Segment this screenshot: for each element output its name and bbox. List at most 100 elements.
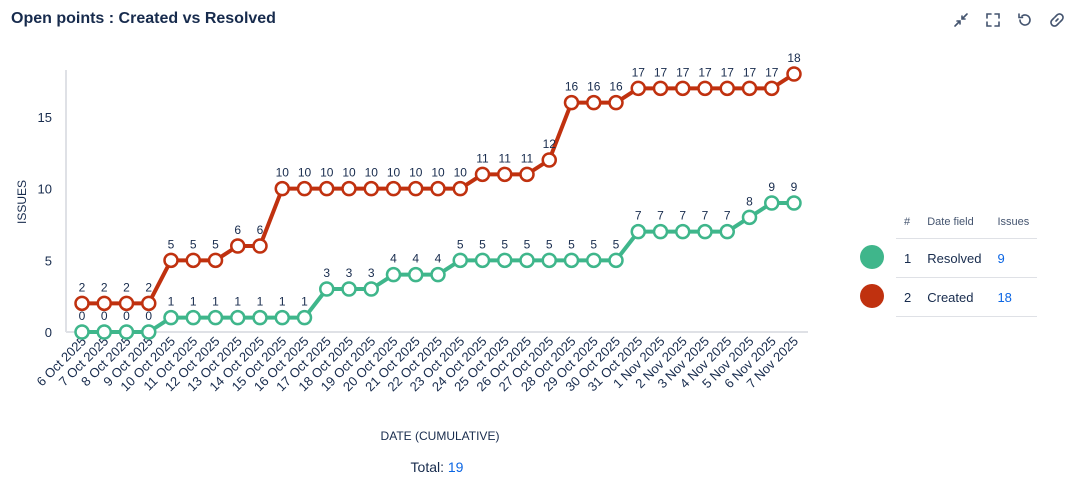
refresh-icon[interactable] <box>1014 9 1036 31</box>
data-point-resolved <box>74 324 90 340</box>
data-label-created: 11 <box>499 151 512 165</box>
data-label-resolved: 7 <box>702 209 709 223</box>
data-point-created <box>741 80 758 97</box>
data-point-resolved <box>452 252 468 269</box>
data-label-resolved: 0 <box>123 309 130 323</box>
data-point-created <box>764 80 780 97</box>
data-point-resolved <box>96 324 112 340</box>
data-label-resolved: 7 <box>657 209 664 223</box>
legend-index: 1 <box>896 238 920 278</box>
data-label-created: 11 <box>476 151 489 165</box>
data-label-resolved: 1 <box>234 295 241 309</box>
minimize-icon[interactable] <box>950 9 972 31</box>
legend-field: Resolved <box>919 238 990 278</box>
legend-color-header <box>852 210 896 239</box>
fullscreen-icon[interactable] <box>982 9 1004 31</box>
legend-swatch-cell <box>852 239 896 278</box>
data-label-created: 2 <box>123 280 130 294</box>
legend-swatch-created <box>860 283 884 308</box>
data-label-created: 17 <box>743 65 757 79</box>
legend-index: 2 <box>896 277 920 317</box>
legend-issues-link[interactable]: 9 <box>997 250 1005 266</box>
data-point-resolved <box>385 266 402 283</box>
data-point-resolved <box>474 252 491 269</box>
data-point-created <box>786 66 802 82</box>
data-label-created: 18 <box>787 51 801 65</box>
data-point-resolved <box>519 252 535 269</box>
total-value[interactable]: 19 <box>447 459 464 475</box>
data-label-created: 10 <box>298 166 312 180</box>
data-point-resolved <box>741 209 758 226</box>
data-point-resolved <box>608 252 624 269</box>
legend-header-issues: Issues <box>989 210 1038 239</box>
data-point-created <box>163 252 179 269</box>
legend-row-resolved: 1 Resolved 9 <box>852 238 1038 278</box>
data-point-created <box>630 80 646 97</box>
data-point-resolved <box>319 281 335 297</box>
data-point-resolved <box>764 195 780 211</box>
y-axis-label: ISSUES <box>15 180 29 224</box>
data-point-resolved <box>586 252 602 269</box>
data-point-resolved <box>652 223 669 240</box>
link-icon[interactable] <box>1046 9 1068 31</box>
x-axis-label: DATE (CUMULATIVE) <box>381 429 500 443</box>
data-label-created: 10 <box>409 166 423 180</box>
toolbar <box>950 9 1068 31</box>
data-label-created: 11 <box>521 151 534 165</box>
data-label-resolved: 3 <box>368 266 375 280</box>
data-point-resolved <box>141 324 157 340</box>
data-point-resolved <box>163 309 179 326</box>
y-tick-label: 0 <box>45 325 52 340</box>
data-point-resolved <box>296 309 313 326</box>
total-summary: Total: 19 <box>0 459 874 475</box>
data-label-resolved: 7 <box>635 209 642 223</box>
data-point-resolved <box>430 266 446 283</box>
y-tick-label: 15 <box>38 110 52 125</box>
data-label-resolved: 0 <box>145 309 152 323</box>
data-label-resolved: 0 <box>79 309 86 323</box>
data-label-resolved: 5 <box>524 237 531 251</box>
data-label-created: 16 <box>609 80 623 94</box>
data-point-resolved <box>563 252 580 269</box>
data-label-resolved: 5 <box>546 237 553 251</box>
data-point-resolved <box>630 223 646 240</box>
data-label-resolved: 0 <box>101 309 108 323</box>
data-point-created <box>341 180 357 197</box>
data-point-resolved <box>719 223 735 240</box>
data-label-resolved: 1 <box>279 295 286 309</box>
data-label-created: 10 <box>387 166 401 180</box>
data-label-resolved: 7 <box>679 209 686 223</box>
data-point-created <box>697 80 713 97</box>
data-label-resolved: 5 <box>613 237 620 251</box>
data-label-resolved: 1 <box>257 295 264 309</box>
data-point-created <box>363 180 379 197</box>
y-tick-label: 10 <box>38 182 52 197</box>
data-point-created <box>385 180 402 197</box>
data-point-resolved <box>341 281 357 297</box>
data-point-created <box>541 152 557 168</box>
data-point-resolved <box>363 281 379 297</box>
data-label-resolved: 3 <box>346 266 353 280</box>
legend-issues-cell: 18 <box>989 277 1038 317</box>
data-label-resolved: 5 <box>568 237 575 251</box>
data-label-resolved: 9 <box>791 180 798 194</box>
data-label-created: 16 <box>587 80 601 94</box>
legend-issues-link[interactable]: 18 <box>997 289 1012 305</box>
data-point-created <box>608 94 624 111</box>
data-label-created: 2 <box>79 280 86 294</box>
data-label-created: 2 <box>145 280 152 294</box>
data-point-resolved <box>497 252 513 269</box>
data-point-resolved <box>675 223 691 240</box>
legend-header-field: Date field <box>919 210 990 239</box>
data-point-created <box>497 166 513 183</box>
data-point-created <box>74 295 90 312</box>
data-label-resolved: 1 <box>212 295 219 309</box>
data-point-resolved <box>274 309 290 326</box>
data-point-created <box>719 80 735 97</box>
data-label-created: 16 <box>565 80 579 94</box>
legend-header-index: # <box>896 210 920 239</box>
data-point-created <box>252 238 268 254</box>
data-point-resolved <box>408 266 424 283</box>
data-label-created: 10 <box>342 166 356 180</box>
